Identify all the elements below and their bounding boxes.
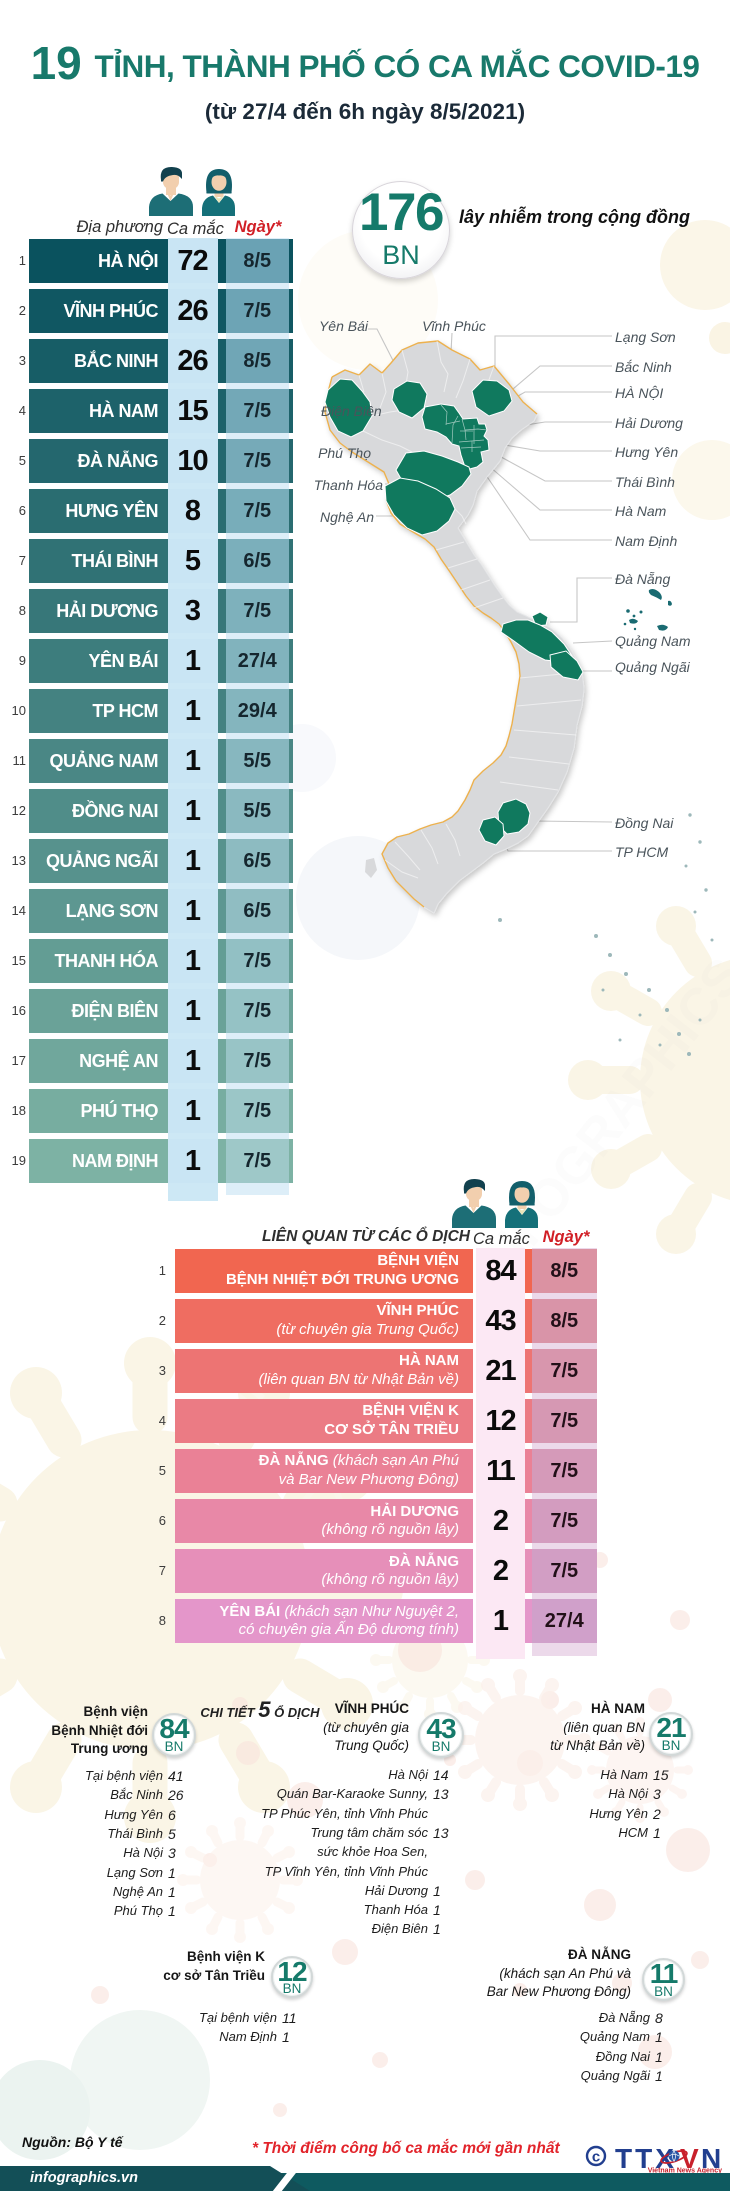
svg-text:Đà Nẵng: Đà Nẵng — [615, 571, 670, 587]
svg-text:Hưng Yên: Hưng Yên — [615, 444, 678, 460]
svg-text:Thanh Hóa: Thanh Hóa — [314, 477, 383, 493]
svg-text:Điện Biên: Điện Biên — [321, 403, 382, 419]
svg-text:Vĩnh Phúc: Vĩnh Phúc — [422, 318, 486, 334]
svg-text:Nam Định: Nam Định — [615, 533, 677, 549]
svg-text:Bắc Ninh: Bắc Ninh — [615, 359, 672, 375]
svg-text:Quảng Ngãi: Quảng Ngãi — [615, 659, 691, 675]
svg-text:Hải Dương: Hải Dương — [615, 415, 683, 431]
svg-text:Yên Bái: Yên Bái — [319, 318, 369, 334]
svg-text:c: c — [592, 2149, 600, 2166]
svg-text:Đồng Nai: Đồng Nai — [615, 815, 674, 831]
svg-text:HÀ NỘI: HÀ NỘI — [615, 385, 663, 401]
svg-text:TTX: TTX — [615, 2143, 677, 2174]
svg-text:N: N — [701, 2143, 724, 2174]
svg-text:TP HCM: TP HCM — [615, 844, 668, 860]
svg-text:Phú Thọ: Phú Thọ — [318, 445, 371, 461]
svg-text:Vietnam News Agency: Vietnam News Agency — [648, 2168, 722, 2175]
svg-text:Quảng Nam: Quảng Nam — [615, 633, 691, 649]
svg-text:Hà Nam: Hà Nam — [615, 503, 667, 519]
svg-text:Nghệ An: Nghệ An — [320, 509, 374, 525]
svg-text:Lạng Sơn: Lạng Sơn — [615, 329, 676, 345]
svg-text:Thái Bình: Thái Bình — [615, 474, 675, 490]
